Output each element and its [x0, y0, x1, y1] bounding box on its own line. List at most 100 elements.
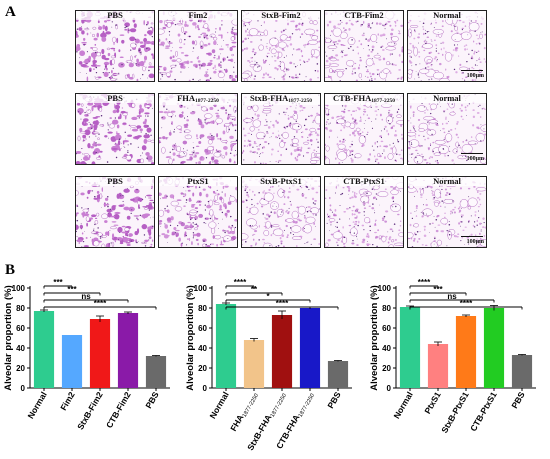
tissue-image — [325, 177, 403, 247]
histology-tile: PBS — [75, 10, 155, 82]
x-tick-label-main: PBS — [509, 390, 527, 410]
histology-tile: Normal 100μm — [407, 93, 487, 165]
scale-bar — [461, 236, 483, 238]
bar-4 — [328, 361, 348, 388]
x-tick-label-main: StxB-Fim2 — [75, 390, 105, 432]
tile-label-main: StxB-Fim2 — [261, 10, 300, 20]
scale-label: 100μm — [467, 73, 484, 79]
histology-tile: Fim2 — [158, 10, 238, 82]
histology-tile: StxB-PtxS1 — [241, 176, 321, 248]
histology-tile: FHA1877-2250 — [158, 93, 238, 165]
tile-label-subscript: 1877-2250 — [195, 98, 219, 104]
y-tick-label: 80 — [16, 304, 25, 313]
bar-charts-panel: Alveolar proportion (%) 0 20 40 60 80 100 Norma… — [0, 262, 550, 454]
tile-label: StxB-Fim2 — [242, 10, 320, 20]
tile-label: PtxS1 — [159, 176, 237, 186]
y-tick-label: 80 — [382, 304, 391, 313]
tile-label: StxB-PtxS1 — [242, 176, 320, 186]
tissue-image — [159, 11, 237, 81]
significance-label: **** — [234, 278, 247, 287]
tissue-image — [242, 177, 320, 247]
significance-label: *** — [67, 285, 77, 294]
tile-label: Normal — [408, 93, 486, 103]
y-tick-label: 100 — [378, 284, 392, 293]
x-tick-label: StxB-Fim2 — [75, 390, 105, 432]
scale-bar — [461, 70, 483, 72]
tissue-image — [76, 177, 154, 247]
histology-tile: CTB-PtxS1 — [324, 176, 404, 248]
x-tick-label-main: StxB-PtxS1 — [439, 390, 471, 435]
x-tick-label: Fim2 — [58, 390, 77, 412]
histology-tile: StxB-FHA1877-2250 — [241, 93, 321, 165]
bar-3 — [484, 308, 504, 388]
histology-tile: Normal 100μm — [407, 10, 487, 82]
tile-label-main: Fim2 — [189, 10, 208, 20]
y-tick-label: 40 — [16, 344, 25, 353]
histology-tile: PtxS1 — [158, 176, 238, 248]
y-tick-label: 0 — [203, 384, 208, 393]
bar-4 — [146, 356, 166, 388]
x-tick-label: Normal — [207, 390, 230, 420]
x-tick-label: Normal — [391, 390, 414, 420]
tile-label-main: PBS — [107, 93, 123, 103]
bar-3 — [300, 308, 320, 388]
tile-label-main: PBS — [107, 176, 123, 186]
x-tick-label: StxB-PtxS1 — [439, 390, 471, 435]
tile-label-main: CTB-PtxS1 — [343, 176, 385, 186]
x-tick-label-main: CTB-Fim2 — [104, 390, 133, 430]
scale-bar — [461, 153, 483, 155]
scale-label: 100μm — [467, 156, 484, 162]
x-tick-label-main: PtxS1 — [422, 390, 443, 416]
tile-label: CTB-Fim2 — [325, 10, 403, 20]
x-tick-label-main: PBS — [143, 390, 161, 410]
histology-tile: PBS — [75, 93, 155, 165]
y-tick-label: 0 — [21, 384, 26, 393]
tile-label-main: StxB-FHA — [250, 93, 288, 103]
histology-tile: StxB-Fim2 — [241, 10, 321, 82]
y-tick-label: 0 — [387, 384, 392, 393]
y-tick-label: 40 — [382, 344, 391, 353]
tile-label-subscript: 1877-2250 — [288, 98, 312, 104]
significance-label: **** — [94, 299, 107, 308]
x-tick-label: CTB-Fim2 — [104, 390, 133, 430]
y-axis-label: Alveolar proportion (%) — [3, 285, 14, 391]
bar-charts-svg: Alveolar proportion (%) 0 20 40 60 80 100 Norma… — [0, 262, 550, 454]
tile-label: Fim2 — [159, 10, 237, 20]
tissue-image — [242, 11, 320, 81]
tile-label: CTB-FHA1877-2250 — [325, 93, 403, 105]
tile-label-main: CTB-Fim2 — [344, 10, 383, 20]
tile-label: PBS — [76, 93, 154, 103]
tile-label: PBS — [76, 10, 154, 20]
y-tick-label: 100 — [194, 284, 208, 293]
tile-label-main: Normal — [433, 10, 461, 20]
tile-label-main: StxB-PtxS1 — [260, 176, 302, 186]
y-axis-label: Alveolar proportion (%) — [185, 285, 196, 391]
y-tick-label: 60 — [16, 324, 25, 333]
bar-0 — [400, 307, 420, 388]
y-tick-label: 40 — [198, 344, 207, 353]
bar-0 — [34, 311, 54, 388]
x-tick-label-main: CTB-FHA — [274, 413, 302, 451]
tile-label: PBS — [76, 176, 154, 186]
x-tick-label-main: Normal — [207, 390, 230, 420]
significance-label: ns — [447, 292, 457, 301]
x-tick-label: PBS — [143, 390, 161, 410]
tissue-image — [159, 177, 237, 247]
significance-label: ns — [81, 292, 91, 301]
x-tick-label: PBS — [509, 390, 527, 410]
tile-label-subscript: 1877-2250 — [371, 98, 395, 104]
bar-1 — [62, 335, 82, 388]
histology-tile: PBS — [75, 176, 155, 248]
bar-4 — [512, 355, 532, 388]
histology-tile: CTB-Fim2 — [324, 10, 404, 82]
x-tick-label: PtxS1 — [422, 390, 443, 416]
x-tick-label-main: Fim2 — [58, 390, 77, 412]
y-tick-label: 20 — [16, 364, 25, 373]
tile-label-main: CTB-FHA — [333, 93, 371, 103]
tile-label: Normal — [408, 176, 486, 186]
tissue-image — [325, 11, 403, 81]
significance-label: **** — [276, 299, 289, 308]
x-tick-label: CTB-PtxS1 — [468, 390, 499, 433]
x-tick-label-main: Normal — [25, 390, 48, 420]
